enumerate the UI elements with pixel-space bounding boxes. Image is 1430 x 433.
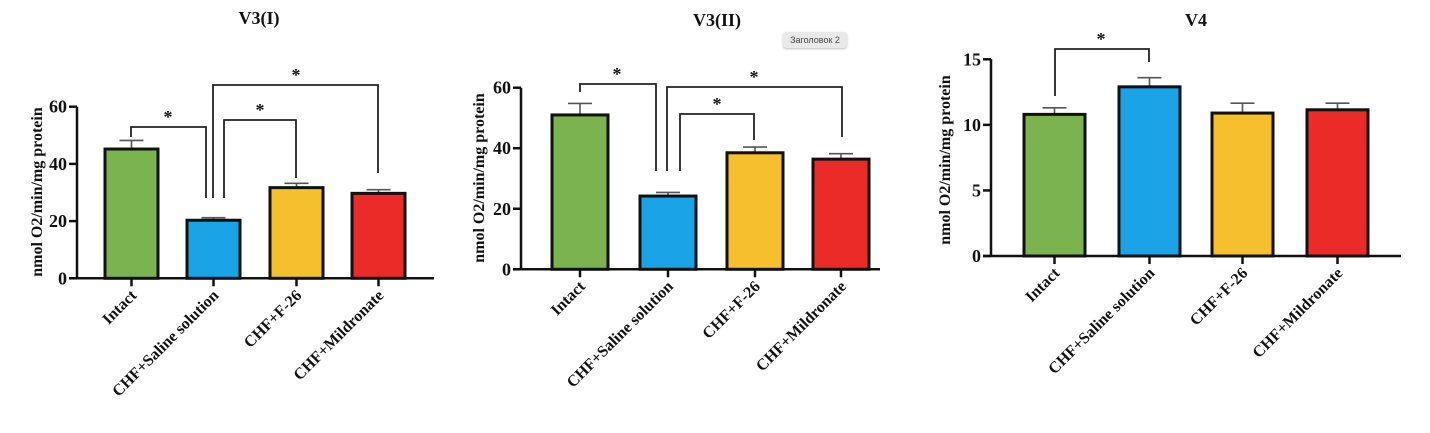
x-tick-label: CHF+F-26	[699, 278, 763, 342]
chart-panel-0: V3(I) nmol O2/min/mg protein 0 20 40 60 Intact…	[29, 8, 434, 400]
y-axis-label: nmol O2/min/mg protein	[29, 107, 46, 277]
bar-chf-f-26	[1210, 111, 1275, 258]
y-tick-label: 15	[963, 49, 981, 69]
significance-star: *	[164, 107, 173, 127]
bar-intact	[103, 147, 160, 280]
y-tick-label: 20	[49, 211, 67, 231]
y-tick-label: 40	[493, 138, 511, 158]
y-tick-label: 0	[502, 259, 511, 279]
significance-star: *	[256, 100, 265, 120]
chart-panel-1: V3(II) nmol O2/min/mg protein 0 20 40 60 Intac…	[471, 10, 880, 391]
significance-star: *	[713, 94, 722, 114]
significance-star: *	[1097, 29, 1106, 49]
bracket-line	[223, 119, 297, 198]
y-tick-label: 0	[58, 268, 67, 288]
y-tick-label: 60	[49, 97, 67, 117]
chart-title: V3(I)	[239, 8, 280, 29]
bar-chf-saline-solution	[1117, 85, 1182, 258]
significance-bracket: *	[212, 65, 379, 198]
x-tick-label: CHF+Mildronate	[753, 278, 850, 375]
x-tick-label: Intact	[1022, 264, 1063, 305]
bar-intact	[550, 113, 610, 271]
error-bar	[1230, 102, 1255, 114]
y-axis-label: nmol O2/min/mg protein	[471, 93, 488, 263]
chart-title: V3(II)	[693, 10, 741, 31]
y-tick-label: 40	[49, 154, 67, 174]
bracket-line	[666, 86, 843, 171]
bracket-line	[679, 113, 755, 171]
bar-chf-saline-solution	[638, 194, 698, 271]
y-tick-label: 5	[972, 180, 981, 200]
x-tick-label: CHF+F-26	[241, 287, 305, 351]
y-tick-label: 20	[493, 199, 511, 219]
y-axis-label: nmol O2/min/mg protein	[937, 75, 954, 245]
x-tick-label: Intact	[548, 278, 589, 319]
bar-chf-saline-solution	[185, 218, 242, 280]
heading-tooltip: Заголовок 2	[783, 32, 847, 48]
bracket-line	[212, 84, 379, 198]
significance-bracket: *	[1054, 29, 1150, 96]
significance-bracket: *	[666, 67, 843, 171]
x-tick-label: CHF+F-26	[1187, 265, 1251, 329]
bar-chf-f-26	[268, 186, 325, 280]
bracket-line	[130, 126, 207, 198]
bar-chf-mildronate	[1305, 108, 1370, 258]
significance-star: *	[750, 67, 759, 87]
x-tick-label: Intact	[99, 287, 140, 328]
significance-bracket: *	[579, 64, 657, 171]
y-tick-label: 60	[493, 78, 511, 98]
error-bar	[568, 102, 592, 115]
significance-bracket: *	[679, 94, 755, 171]
chart-title: V4	[1185, 10, 1207, 30]
bar-intact	[1022, 112, 1087, 258]
significance-bracket: *	[223, 100, 297, 198]
bar-chf-f-26	[725, 151, 785, 271]
significance-star: *	[292, 65, 301, 85]
significance-star: *	[613, 64, 622, 84]
y-tick-label: 10	[963, 115, 981, 135]
error-bar	[1137, 76, 1162, 87]
bar-chf-mildronate	[811, 157, 871, 271]
bracket-line	[1054, 48, 1150, 96]
x-tick-label: CHF+Mildronate	[291, 287, 388, 384]
x-tick-label: CHF+Mildronate	[1250, 265, 1347, 362]
x-tick-label: CHF+Saline solution	[1045, 265, 1158, 378]
significance-bracket: *	[130, 107, 207, 198]
bar-chf-mildronate	[350, 191, 407, 280]
y-tick-label: 0	[972, 246, 981, 266]
bracket-line	[579, 83, 657, 171]
